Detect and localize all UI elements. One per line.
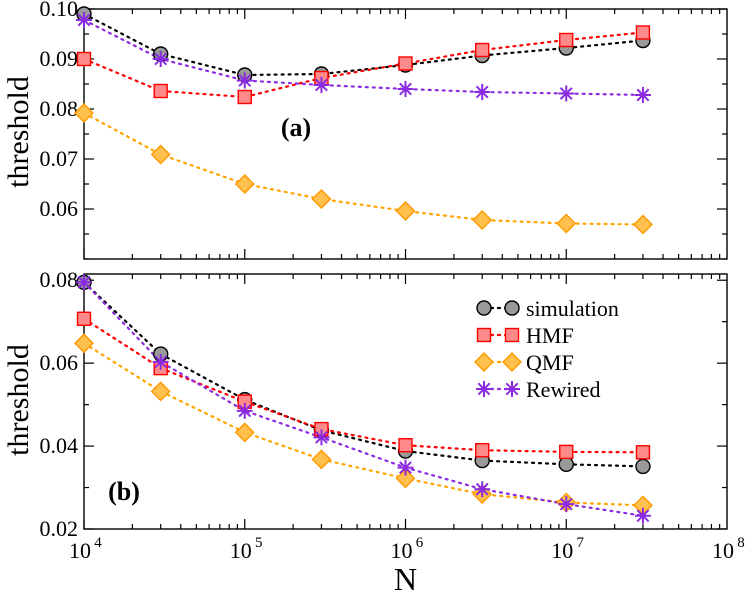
y-tick-label: 0.02 — [40, 516, 79, 541]
data-point-qmf — [150, 144, 171, 165]
data-point-rewired — [76, 274, 92, 291]
panel-label: (b) — [108, 477, 140, 506]
series-line-rewired — [82, 281, 645, 517]
data-point-qmf — [556, 213, 577, 234]
data-point-hmf — [474, 443, 490, 458]
data-point-hmf — [76, 51, 92, 67]
data-point-hmf — [153, 83, 168, 99]
series-line-hmf — [82, 317, 645, 454]
data-point-hmf — [474, 42, 490, 58]
data-point-qmf — [234, 422, 255, 443]
x-tick-label: 10 — [712, 538, 734, 563]
legend-label: HMF — [526, 323, 574, 348]
data-point-rewired — [634, 87, 651, 103]
legend-marker — [504, 300, 520, 316]
data-point-rewired — [397, 459, 414, 476]
y-tick-label: 0.07 — [40, 146, 79, 171]
series-line-simulation — [82, 12, 645, 77]
data-point-rewired — [558, 85, 575, 102]
data-point-hmf — [559, 444, 574, 460]
series-line-hmf — [82, 31, 645, 99]
data-point-rewired — [397, 81, 414, 97]
data-point-qmf — [74, 333, 94, 354]
y-tick-label: 0.08 — [40, 267, 79, 292]
x-tick-exponent: 4 — [94, 535, 102, 551]
data-point-rewired — [474, 84, 491, 100]
data-point-qmf — [150, 381, 171, 402]
data-point-qmf — [311, 449, 332, 470]
data-point-qmf — [472, 210, 493, 230]
legend-label: Rewired — [526, 377, 601, 402]
data-point-rewired — [634, 507, 651, 524]
data-point-hmf — [635, 25, 651, 40]
data-point-rewired — [152, 51, 169, 67]
data-point-rewired — [236, 402, 253, 419]
x-tick-label: 10 — [230, 538, 252, 563]
legend-entry-simulation: simulation — [476, 296, 619, 321]
x-tick-exponent: 7 — [577, 535, 585, 551]
data-point-qmf — [234, 174, 255, 194]
legend-entry-hmf: HMF — [476, 323, 574, 348]
data-point-simulation — [635, 458, 651, 475]
data-point-hmf — [76, 311, 92, 326]
data-point-rewired — [236, 72, 253, 89]
x-tick-exponent: 5 — [255, 535, 263, 551]
data-point-hmf — [635, 445, 651, 460]
y-tick-label: 0.06 — [40, 350, 79, 375]
data-point-qmf — [395, 468, 416, 489]
legend-marker — [502, 352, 522, 372]
legend-marker — [476, 381, 492, 397]
x-tick-exponent: 6 — [416, 535, 424, 551]
legend-marker — [476, 327, 492, 343]
x-tick-exponent: 8 — [737, 535, 745, 551]
panel-a: 0.06 0.07 0.08 0.09 0.10 threshold (a) — [2, 0, 728, 260]
y-tick-label: 0.10 — [40, 0, 79, 21]
panel-label: (a) — [281, 113, 311, 142]
series-line-rewired — [82, 18, 645, 97]
y-tick-label: 0.06 — [40, 196, 79, 221]
series-line-qmf — [82, 111, 645, 226]
data-point-rewired — [474, 481, 491, 498]
legend-label: QMF — [526, 350, 574, 375]
data-point-qmf — [74, 103, 94, 123]
data-point-rewired — [76, 12, 92, 28]
data-point-hmf — [237, 89, 252, 105]
x-tick-label: 10 — [551, 538, 573, 563]
data-point-simulation — [558, 456, 574, 473]
data-point-qmf — [632, 214, 653, 235]
legend-marker — [504, 327, 520, 343]
data-point-hmf — [398, 438, 413, 453]
legend-marker — [504, 381, 520, 397]
data-point-rewired — [313, 77, 330, 93]
data-point-hmf — [398, 56, 413, 71]
plot-frame — [83, 8, 728, 260]
series-line-simulation — [82, 281, 645, 468]
x-tick-label: 10 — [69, 538, 91, 563]
x-tick-label: 10 — [391, 538, 413, 563]
legend-marker — [474, 352, 494, 372]
legend-entry-qmf: QMF — [474, 350, 574, 375]
y-tick-label: 0.04 — [40, 433, 79, 458]
x-axis-label: N — [394, 561, 417, 596]
y-tick-label: 0.08 — [40, 96, 79, 121]
series-line-qmf — [82, 342, 645, 507]
legend-entry-rewired: Rewired — [476, 377, 601, 402]
y-tick-label: 0.09 — [40, 46, 79, 71]
data-point-rewired — [558, 496, 575, 513]
y-axis-label: threshold — [2, 344, 35, 456]
data-point-qmf — [311, 189, 332, 209]
y-axis-label: threshold — [2, 76, 35, 188]
legend-marker — [476, 300, 492, 316]
legend-label: simulation — [526, 296, 619, 321]
data-point-qmf — [395, 201, 416, 221]
data-point-rewired — [152, 353, 169, 370]
data-point-rewired — [313, 429, 330, 446]
data-point-hmf — [559, 32, 574, 48]
